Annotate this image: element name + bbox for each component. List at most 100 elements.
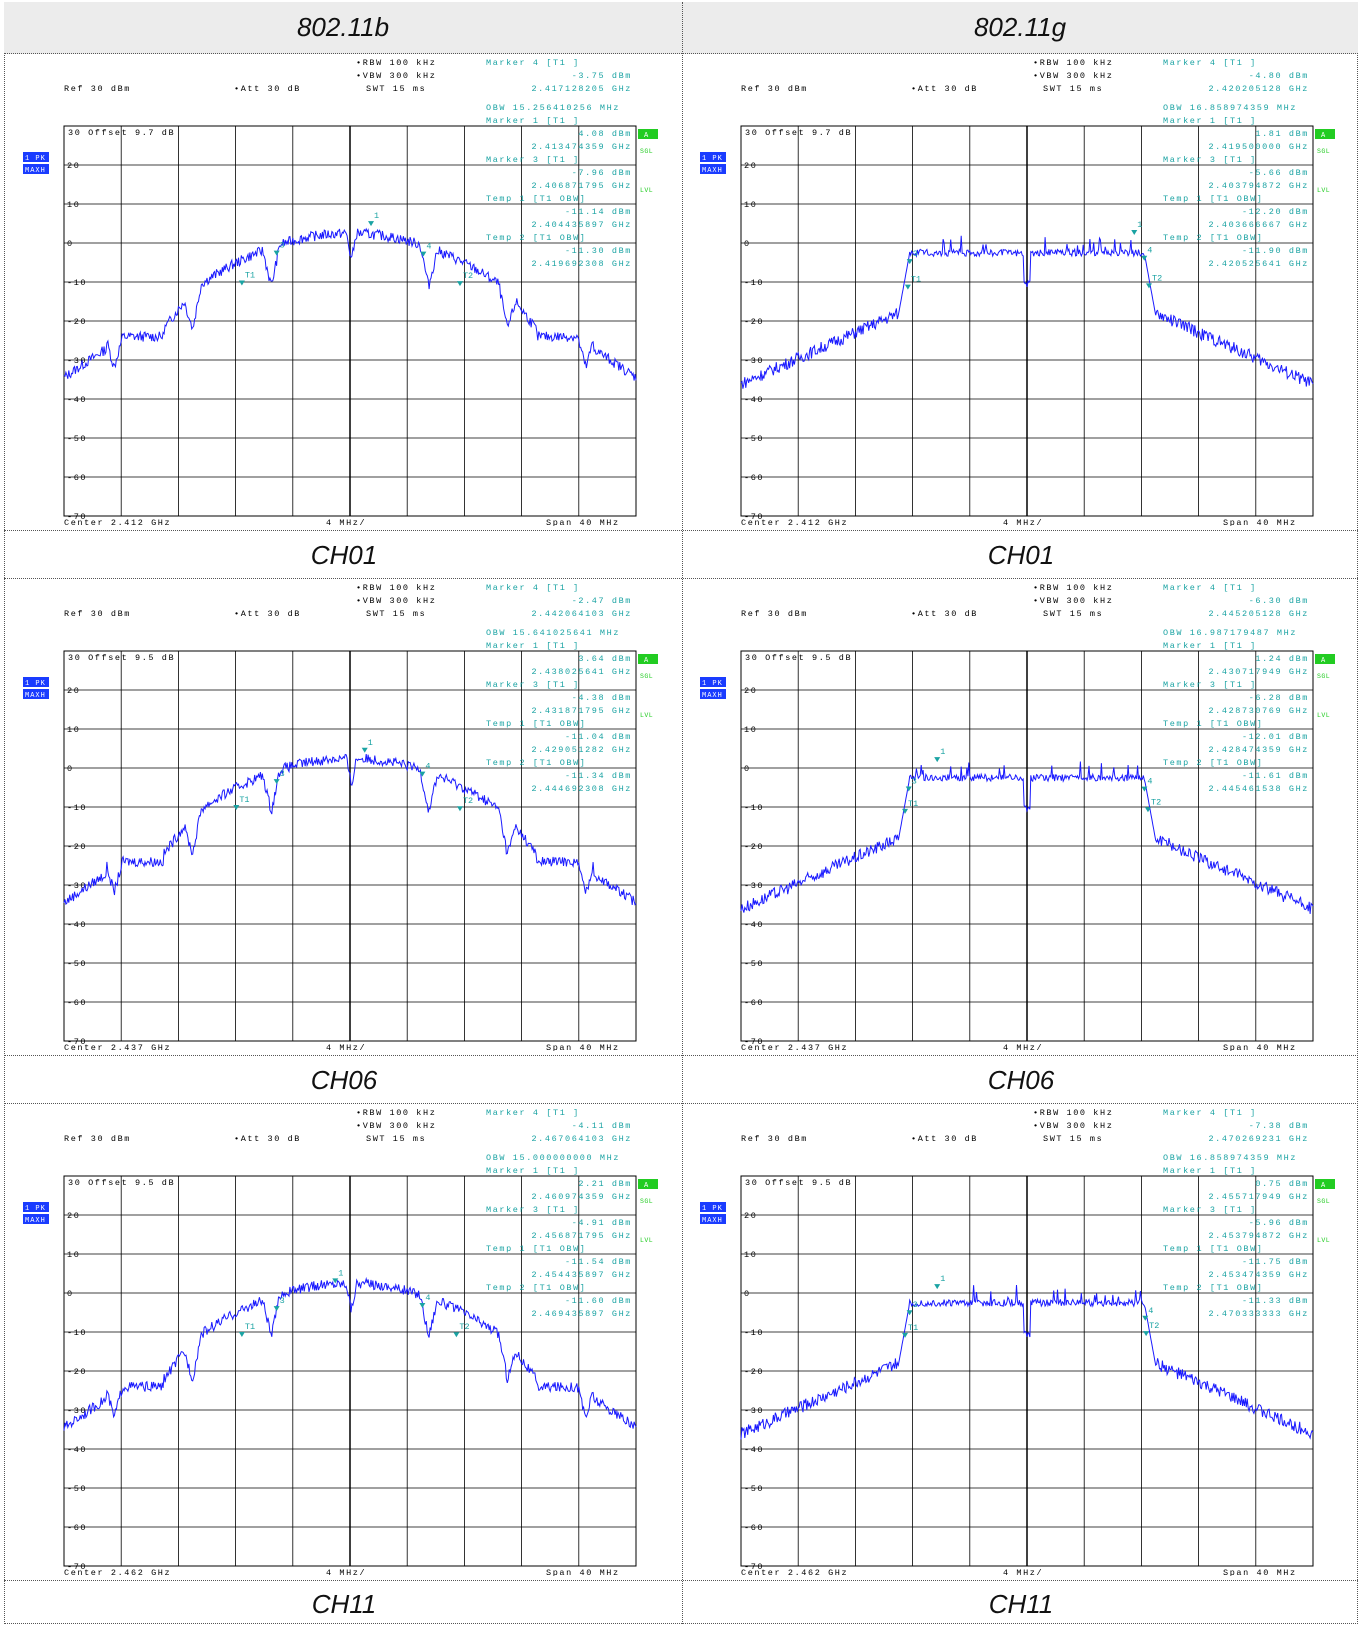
row-divider xyxy=(4,530,1358,531)
marker-label: T1 xyxy=(245,270,255,280)
marker-info-line: 0.75 dBm xyxy=(1255,1179,1309,1189)
trace-badge-label: 1 PK xyxy=(25,155,46,163)
trace-badge-label: 1 PK xyxy=(702,680,723,688)
y-tick-label: -60 xyxy=(67,1523,87,1533)
marker-triangle xyxy=(273,1306,280,1312)
y-tick-label: -30 xyxy=(67,356,87,366)
marker-info-line: Temp 1 [T1 OBW] xyxy=(486,194,587,204)
y-tick-label: -20 xyxy=(67,1367,87,1377)
y-tick-label: -40 xyxy=(744,1445,764,1455)
marker-label: T2 xyxy=(463,796,473,806)
y-tick-label: -70 xyxy=(744,512,764,522)
y-tick-label: -20 xyxy=(744,842,764,852)
maxhold-badge xyxy=(700,689,726,699)
marker-info-line: 2.413474359 GHz xyxy=(531,142,632,152)
trace-badge xyxy=(700,1202,726,1212)
marker-info-line: 2.403794872 GHz xyxy=(1208,181,1309,191)
rbw-label: •RBW 100 kHz xyxy=(1033,583,1113,593)
marker-info-line: 2.420525641 GHz xyxy=(1208,259,1309,269)
marker-info-line: -4.91 dBm xyxy=(572,1218,632,1228)
marker-triangle xyxy=(361,747,368,753)
marker-label: 1 xyxy=(1137,220,1142,230)
marker-label: 1 xyxy=(368,738,373,748)
marker-triangle xyxy=(273,250,280,256)
marker-info-line: Marker 4 [T1 ] xyxy=(486,1108,580,1118)
y-tick-label: -60 xyxy=(744,473,764,483)
ref-label: Ref 30 dBm xyxy=(741,1134,808,1144)
marker-info-line: Marker 1 [T1 ] xyxy=(486,641,580,651)
a-badge-label: A xyxy=(644,132,650,140)
marker-info-line: -12.01 dBm xyxy=(1242,732,1309,742)
span-label: Span 40 MHz xyxy=(546,1043,620,1051)
caption-ch06-11b: CH06 xyxy=(310,1064,378,1095)
marker-triangle xyxy=(1144,807,1151,813)
marker-info-line: -11.90 dBm xyxy=(1242,246,1309,256)
marker-info-line: 3.64 dBm xyxy=(578,654,632,664)
spectrum-trace xyxy=(63,1276,637,1431)
marker-info-line: 2.403666667 GHz xyxy=(1208,220,1309,230)
center-freq-label: Center 2.412 GHz xyxy=(741,518,848,526)
marker-label: 1 xyxy=(940,747,945,757)
marker-info-line: -4.38 dBm xyxy=(572,693,632,703)
maxhold-badge xyxy=(700,164,726,174)
marker-info-line: OBW 15.641025641 MHz xyxy=(486,628,620,638)
marker-triangle xyxy=(1131,229,1138,235)
att-label: •Att 30 dB xyxy=(911,609,978,619)
caption-ch11-11b: CH11 xyxy=(311,1588,377,1619)
marker-info-line: Marker 3 [T1 ] xyxy=(1163,680,1257,690)
marker-info-line: -11.61 dBm xyxy=(1242,771,1309,781)
sgl-label: SGL xyxy=(640,1198,653,1205)
y-tick-label: -30 xyxy=(67,1406,87,1416)
a-badge xyxy=(1315,1179,1335,1189)
marker-info-line: Temp 2 [T1 OBW] xyxy=(486,233,587,243)
trace-badge xyxy=(23,677,49,687)
marker-label: T2 xyxy=(1151,797,1161,807)
marker-info-line: Marker 1 [T1 ] xyxy=(486,1166,580,1176)
marker-info-line: 1.81 dBm xyxy=(1255,129,1309,139)
marker-triangle xyxy=(1145,283,1152,289)
marker-label: T1 xyxy=(245,1322,255,1332)
ref-label: Ref 30 dBm xyxy=(741,609,808,619)
marker-info-line: Temp 1 [T1 OBW] xyxy=(486,719,587,729)
trace-badge xyxy=(700,152,726,162)
marker-label: 4 xyxy=(1147,246,1152,256)
lvl-label: LVL xyxy=(1317,1237,1330,1244)
y-tick-label: -40 xyxy=(67,920,87,930)
y-tick-label: 10 xyxy=(744,725,757,735)
marker-triangle xyxy=(905,786,912,792)
offset-label: 30 Offset 9.7 dB xyxy=(745,128,852,138)
maxhold-badge xyxy=(23,689,49,699)
vbw-label: •VBW 300 kHz xyxy=(356,1121,436,1131)
marker-triangle xyxy=(1143,1331,1150,1337)
marker-info-line: Marker 3 [T1 ] xyxy=(1163,155,1257,165)
marker-info-line: -11.54 dBm xyxy=(565,1257,632,1267)
y-tick-label: 10 xyxy=(67,725,80,735)
spectrum-plot-11b-ch11: •RBW 100 kHz •VBW 300 kHz SWT 15 ms Ref 30 … xyxy=(6,1106,682,1576)
y-tick-label: 20 xyxy=(67,161,80,171)
caption-ch01-11b: CH01 xyxy=(310,539,378,570)
y-tick-label: 0 xyxy=(744,239,751,249)
y-tick-label: -70 xyxy=(744,1562,764,1572)
y-tick-label: -50 xyxy=(67,959,87,969)
span-label: Span 40 MHz xyxy=(546,518,620,526)
marker-info-line: 2.454435897 GHz xyxy=(531,1270,632,1280)
marker-info-line: -11.14 dBm xyxy=(565,207,632,217)
marker-info-line: -5.66 dBm xyxy=(1249,168,1309,178)
a-badge xyxy=(638,654,658,664)
marker-label: 4 xyxy=(1147,777,1152,787)
vbw-label: •VBW 300 kHz xyxy=(1033,596,1113,606)
center-freq-label: Center 2.462 GHz xyxy=(64,1568,171,1576)
marker-triangle xyxy=(273,779,280,785)
ref-label: Ref 30 dBm xyxy=(741,84,808,94)
trace-badge-label: 1 PK xyxy=(25,1205,46,1213)
maxhold-badge xyxy=(23,164,49,174)
marker-label: 3 xyxy=(912,776,917,786)
per-div-label: 4 MHz/ xyxy=(1003,1568,1043,1576)
ref-label: Ref 30 dBm xyxy=(64,84,131,94)
marker-triangle xyxy=(456,281,463,287)
per-div-label: 4 MHz/ xyxy=(326,1568,366,1576)
y-tick-label: -10 xyxy=(744,1328,764,1338)
marker-info-line: 2.417128205 GHz xyxy=(531,84,632,94)
trace-badge xyxy=(23,152,49,162)
rbw-label: •RBW 100 kHz xyxy=(1033,1108,1113,1118)
